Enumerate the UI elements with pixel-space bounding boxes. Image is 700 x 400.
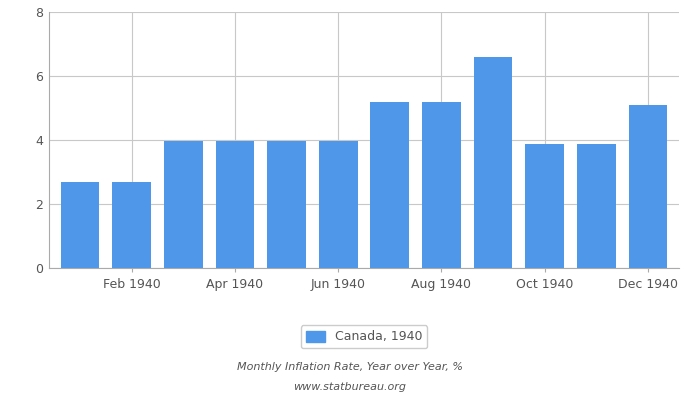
Bar	[112, 182, 151, 268]
Bar	[164, 141, 202, 268]
Bar	[61, 182, 99, 268]
Bar	[216, 141, 254, 268]
Bar	[474, 57, 512, 268]
Legend: Canada, 1940: Canada, 1940	[301, 326, 427, 348]
Bar	[629, 105, 667, 268]
Text: www.statbureau.org: www.statbureau.org	[293, 382, 407, 392]
Bar	[318, 141, 358, 268]
Bar	[267, 141, 306, 268]
Text: Monthly Inflation Rate, Year over Year, %: Monthly Inflation Rate, Year over Year, …	[237, 362, 463, 372]
Bar	[577, 144, 616, 268]
Bar	[422, 102, 461, 268]
Bar	[370, 102, 410, 268]
Bar	[526, 144, 564, 268]
